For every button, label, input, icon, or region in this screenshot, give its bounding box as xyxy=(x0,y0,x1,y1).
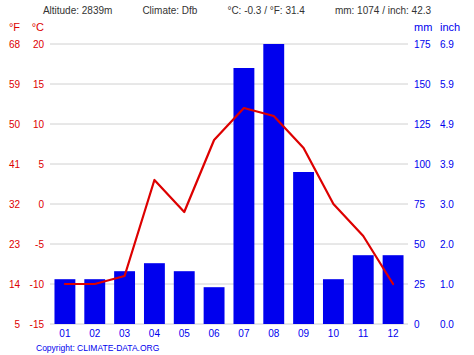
tick-label-mm: 75 xyxy=(414,199,426,210)
category-label: 04 xyxy=(149,328,161,339)
grid-line xyxy=(50,44,408,45)
category-label: 01 xyxy=(59,328,71,339)
tick-label-f: 50 xyxy=(9,119,21,130)
axis-label-inch: inch xyxy=(440,21,460,33)
chart: 514233241505968-15-10-505101520025507510… xyxy=(0,0,474,355)
bar xyxy=(84,279,105,324)
category-label: 11 xyxy=(358,328,369,339)
tick-label-inch: 3.9 xyxy=(440,159,454,170)
grid xyxy=(50,44,408,324)
tick-label-c: -5 xyxy=(35,239,44,250)
bar xyxy=(54,279,75,324)
tick-label-inch: 1.0 xyxy=(440,279,454,290)
background xyxy=(0,0,474,355)
tick-label-inch: 2.0 xyxy=(440,239,454,250)
tick-label-c: -15 xyxy=(30,319,45,330)
bar xyxy=(383,255,404,324)
tick-label-f: 32 xyxy=(9,199,21,210)
bar xyxy=(293,172,314,324)
annotation: Altitude: 2839m xyxy=(43,5,113,16)
category-label: 05 xyxy=(179,328,191,339)
category-label: 12 xyxy=(388,328,400,339)
footer: Copyright: CLIMATE-DATA.ORG xyxy=(36,343,159,353)
bar xyxy=(263,44,284,324)
annotation: mm: 1074 / inch: 42.3 xyxy=(335,5,432,16)
annotation: Climate: Dfb xyxy=(142,5,197,16)
tick-label-f: 14 xyxy=(9,279,21,290)
tick-label-c: 20 xyxy=(33,39,45,50)
tick-label-f: 23 xyxy=(9,239,21,250)
tick-label-c: -10 xyxy=(30,279,45,290)
tick-label-c: 10 xyxy=(33,119,45,130)
tick-label-mm: 150 xyxy=(414,79,431,90)
tick-label-f: 59 xyxy=(9,79,21,90)
bar xyxy=(144,263,165,324)
tick-label-mm: 100 xyxy=(414,159,431,170)
grid-line xyxy=(50,84,408,85)
bar xyxy=(233,68,254,324)
tick-label-inch: 0.0 xyxy=(440,319,454,330)
tick-label-mm: 0 xyxy=(414,319,420,330)
tick-label-inch: 4.9 xyxy=(440,119,454,130)
tick-label-c: 0 xyxy=(38,199,44,210)
tick-label-f: 68 xyxy=(9,39,21,50)
data xyxy=(54,44,403,324)
tick-label-mm: 25 xyxy=(414,279,426,290)
category-label: 10 xyxy=(328,328,340,339)
axis-label-c: °C xyxy=(32,21,44,33)
bar xyxy=(114,271,135,324)
tick-label-f: 5 xyxy=(14,319,20,330)
category-label: 07 xyxy=(238,328,250,339)
category-label: 06 xyxy=(209,328,221,339)
tick-label-inch: 3.0 xyxy=(440,199,454,210)
tick-label-f: 41 xyxy=(9,159,21,170)
annotation: °C: -0.3 / °F: 31.4 xyxy=(227,5,305,16)
bar xyxy=(174,271,195,324)
tick-label-inch: 6.9 xyxy=(440,39,454,50)
category-label: 02 xyxy=(89,328,101,339)
bar xyxy=(204,287,225,324)
temperature-line xyxy=(65,108,393,284)
tick-label-c: 5 xyxy=(38,159,44,170)
bar xyxy=(353,255,374,324)
tick-label-inch: 5.9 xyxy=(440,79,454,90)
category-label: 09 xyxy=(298,328,310,339)
tick-label-mm: 125 xyxy=(414,119,431,130)
tick-label-mm: 175 xyxy=(414,39,431,50)
category-label: 08 xyxy=(268,328,280,339)
category-label: 03 xyxy=(119,328,131,339)
axis-label-mm: mm xyxy=(414,21,432,33)
grid-line xyxy=(50,244,408,245)
grid-line xyxy=(50,204,408,205)
grid-line xyxy=(50,164,408,165)
bar xyxy=(323,279,344,324)
tick-label-c: 15 xyxy=(33,79,45,90)
axis-label-f: °F xyxy=(9,21,20,33)
tick-label-mm: 50 xyxy=(414,239,426,250)
